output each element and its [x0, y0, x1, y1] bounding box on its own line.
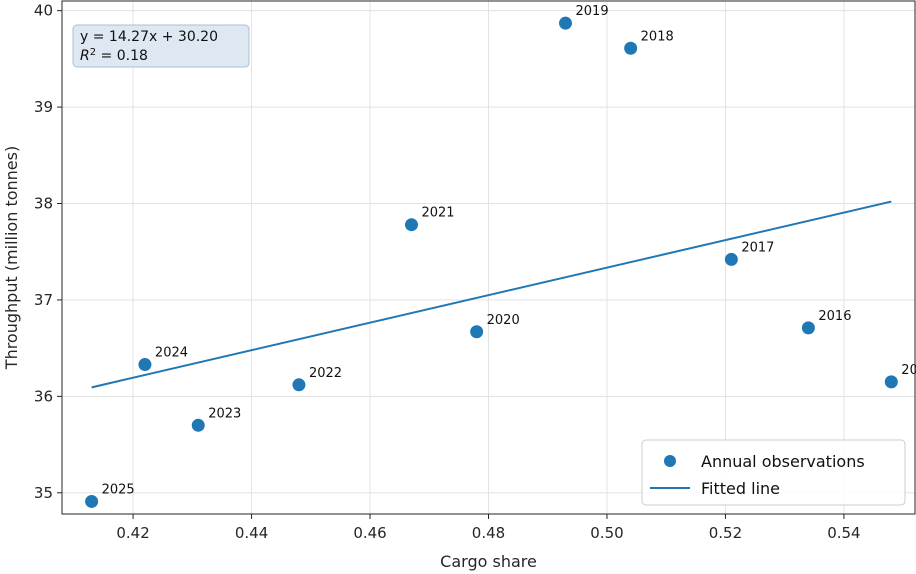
- y-axis-title: Throughput (million tonnes): [2, 146, 21, 370]
- r-squared-symbol: R: [80, 48, 90, 64]
- y-tick-label: 38: [34, 195, 53, 213]
- y-tick-label: 36: [34, 387, 53, 405]
- data-point-2017: [724, 252, 738, 266]
- point-label-2020: 2020: [487, 313, 520, 328]
- points-layer: [85, 16, 898, 508]
- point-label-2019: 2019: [576, 4, 609, 19]
- legend: Annual observations Fitted line: [641, 439, 906, 506]
- y-axis: 35 36 37 38 39 40: [34, 2, 62, 502]
- x-tick-label: 0.44: [235, 524, 268, 542]
- x-tick-label: 0.46: [353, 524, 386, 542]
- regression-equation-box: y = 14.27x + 30.20 R2 = 0.18: [72, 24, 250, 68]
- point-label-2025: 2025: [102, 482, 135, 497]
- fitted-line: [91, 200, 892, 389]
- equation-text: y = 14.27x + 30.20: [80, 29, 218, 45]
- data-point-2018: [624, 41, 638, 55]
- data-point-2016: [801, 321, 815, 335]
- point-label-2018: 2018: [641, 29, 674, 44]
- point-label-2024: 2024: [155, 346, 188, 361]
- y-tick-label: 35: [34, 484, 53, 502]
- y-tick-label: 39: [34, 98, 53, 116]
- x-tick-label: 0.42: [116, 524, 149, 542]
- data-point-2015: [884, 375, 898, 389]
- fitted-line-layer: [91, 200, 892, 389]
- point-label-2023: 2023: [208, 406, 241, 421]
- x-axis-title: Cargo share: [440, 552, 537, 571]
- legend-label-fitted-line: Fitted line: [701, 479, 780, 498]
- point-label-2022: 2022: [309, 366, 342, 381]
- equation-box-background: [72, 24, 250, 68]
- point-label-2017: 2017: [741, 240, 774, 255]
- legend-label-annual-observations: Annual observations: [701, 452, 865, 471]
- x-tick-label: 0.54: [827, 524, 860, 542]
- point-labels-layer: 2015 2016 2017 2018 2019 2020 2021 2022 2023 2024…: [102, 4, 916, 497]
- point-label-2021: 2021: [421, 206, 454, 221]
- r-squared-exponent: 2: [90, 47, 96, 58]
- legend-box: [641, 439, 906, 506]
- x-axis: 0.42 0.44 0.46 0.48 0.50 0.52 0.54: [116, 514, 861, 542]
- x-tick-label: 0.48: [472, 524, 505, 542]
- legend-marker-annual-observations: [664, 455, 676, 467]
- y-tick-label: 40: [34, 2, 53, 20]
- r-squared-value: = 0.18: [96, 48, 148, 64]
- point-label-2015: 2015: [901, 363, 916, 378]
- data-point-2022: [292, 378, 306, 392]
- x-tick-label: 0.50: [590, 524, 623, 542]
- data-point-2021: [404, 218, 418, 232]
- point-label-2016: 2016: [818, 309, 851, 324]
- x-tick-label: 0.52: [709, 524, 742, 542]
- data-point-2019: [559, 16, 573, 30]
- data-point-2020: [470, 325, 484, 339]
- grid-lines: [62, 1, 915, 514]
- data-point-2024: [138, 358, 152, 372]
- y-tick-label: 37: [34, 291, 53, 309]
- r-squared-text: R2 = 0.18: [80, 47, 148, 65]
- data-point-2023: [191, 418, 205, 432]
- data-point-2025: [85, 494, 99, 508]
